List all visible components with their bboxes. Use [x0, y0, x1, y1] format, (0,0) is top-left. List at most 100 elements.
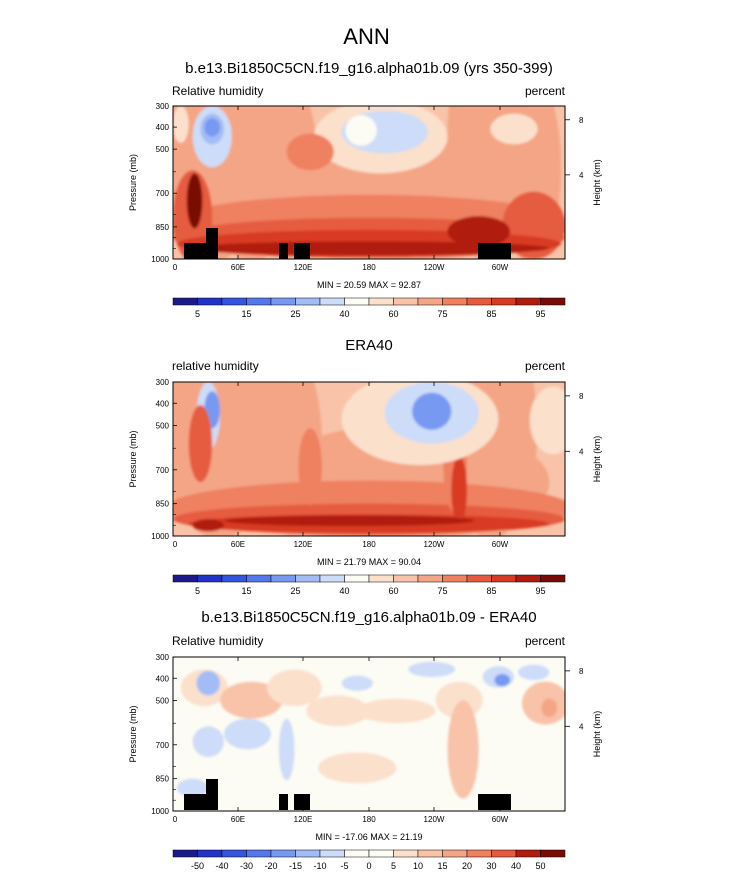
colorbar-swatch	[344, 574, 370, 583]
min-max-stats: MIN = 20.59 MAX = 92.87	[317, 280, 421, 290]
right-tick-label: 4	[579, 447, 584, 456]
x-tick-label: 180	[362, 540, 376, 549]
contour-field	[173, 106, 565, 259]
colorbar-swatch	[442, 849, 468, 858]
contour-region	[306, 695, 370, 727]
contour-region	[490, 113, 538, 145]
contour-region	[494, 673, 511, 687]
colorbar-swatch	[295, 849, 321, 858]
colorbar-swatch	[270, 297, 296, 306]
contour-region	[298, 428, 322, 506]
y-tick-label: 300	[156, 653, 170, 662]
x-tick-label: 60E	[231, 815, 245, 824]
plot-area	[173, 106, 565, 259]
colorbar-swatch	[393, 849, 419, 858]
colorbar-label: 85	[486, 309, 496, 319]
colorbar-swatch	[466, 849, 492, 858]
y-tick-label: 700	[156, 466, 170, 475]
contour-region	[451, 455, 467, 524]
panel-3: b.e13.Bi1850C5CN.f19_g16.alpha01b.09 - E…	[128, 609, 602, 871]
contour-region	[223, 718, 271, 750]
colorbar-label: 75	[437, 586, 447, 596]
contour-region	[196, 670, 221, 696]
colorbar-swatch	[540, 574, 566, 583]
right-tick-label: 8	[579, 392, 584, 401]
contour-region	[192, 726, 224, 758]
variable-label: Relative humidity	[172, 84, 263, 98]
y-tick-label: 400	[156, 674, 170, 683]
colorbar-swatch	[466, 574, 492, 583]
colorbar-label: -10	[313, 861, 326, 871]
y-tick-label: 700	[156, 741, 170, 750]
y-tick-label: 1000	[151, 532, 169, 541]
contour-region	[517, 664, 550, 681]
colorbar-label: -20	[264, 861, 277, 871]
contour-region	[408, 661, 456, 678]
contour-region	[357, 698, 436, 724]
colorbar-label: 95	[535, 586, 545, 596]
right-tick-label: 8	[579, 116, 584, 125]
contour-region	[447, 216, 511, 247]
plot-area	[173, 382, 565, 536]
x-tick-label: 60W	[492, 815, 509, 824]
colorbar-label: 25	[290, 586, 300, 596]
colorbar-label: 40	[511, 861, 521, 871]
y-tick-label: 400	[156, 123, 170, 132]
colorbar-swatch	[515, 574, 541, 583]
units-label: percent	[525, 634, 566, 648]
colorbar: 5 15 25 40 60 75 85 95	[172, 574, 566, 596]
x-tick-label: 120E	[294, 540, 313, 549]
x-tick-label: 60W	[492, 263, 509, 272]
panel-title: b.e13.Bi1850C5CN.f19_g16.alpha01b.09 (yr…	[185, 60, 553, 77]
colorbar-swatch	[442, 574, 468, 583]
contour-region	[204, 118, 221, 137]
colorbar-swatch	[221, 849, 247, 858]
contour-region	[345, 115, 377, 146]
colorbar-swatch	[540, 297, 566, 306]
colorbar-label: 60	[388, 309, 398, 319]
colorbar-label: 75	[437, 309, 447, 319]
colorbar-label: 25	[290, 309, 300, 319]
colorbar-label: 15	[241, 586, 251, 596]
x-tick-label: 60E	[231, 540, 245, 549]
contour-region	[412, 392, 452, 430]
x-tick-label: 120E	[294, 815, 313, 824]
y-tick-label: 400	[156, 399, 170, 408]
colorbar-swatch	[172, 574, 198, 583]
colorbar-label: 30	[486, 861, 496, 871]
figure-title: ANN	[343, 24, 389, 49]
topography-mask	[206, 779, 218, 794]
y-tick-label: 1000	[151, 255, 169, 264]
colorbar-swatch	[491, 297, 517, 306]
panel-1: b.e13.Bi1850C5CN.f19_g16.alpha01b.09 (yr…	[128, 60, 602, 319]
contour-region	[173, 106, 189, 143]
min-max-stats: MIN = 21.79 MAX = 90.04	[317, 557, 421, 567]
colorbar-label: 40	[339, 309, 349, 319]
right-tick-label: 4	[579, 722, 584, 731]
right-axis-title: Height (km)	[592, 711, 602, 758]
y-axis-title: Pressure (mb)	[128, 705, 138, 762]
x-tick-label: 60W	[492, 540, 509, 549]
colorbar-swatch	[295, 297, 321, 306]
colorbar-swatch	[417, 574, 443, 583]
right-axis-title: Height (km)	[592, 159, 602, 206]
topography-mask	[294, 243, 310, 259]
contour-region	[176, 778, 209, 798]
colorbar-swatch	[246, 574, 272, 583]
colorbar-label: -40	[215, 861, 228, 871]
colorbar-swatch	[515, 849, 541, 858]
contour-field	[173, 657, 565, 811]
x-tick-label: 120W	[424, 263, 445, 272]
topography-mask	[184, 794, 218, 810]
colorbar-label: 60	[388, 586, 398, 596]
x-tick-label: 120E	[294, 263, 313, 272]
colorbar-label: -50	[191, 861, 204, 871]
y-tick-label: 300	[156, 102, 170, 111]
colorbar-label: 20	[462, 861, 472, 871]
colorbar-swatch	[221, 297, 247, 306]
y-tick-label: 300	[156, 378, 170, 387]
colorbar-swatch	[197, 297, 223, 306]
colorbar-swatch	[344, 297, 370, 306]
right-axis-title: Height (km)	[592, 436, 602, 483]
variable-label: Relative humidity	[172, 634, 263, 648]
